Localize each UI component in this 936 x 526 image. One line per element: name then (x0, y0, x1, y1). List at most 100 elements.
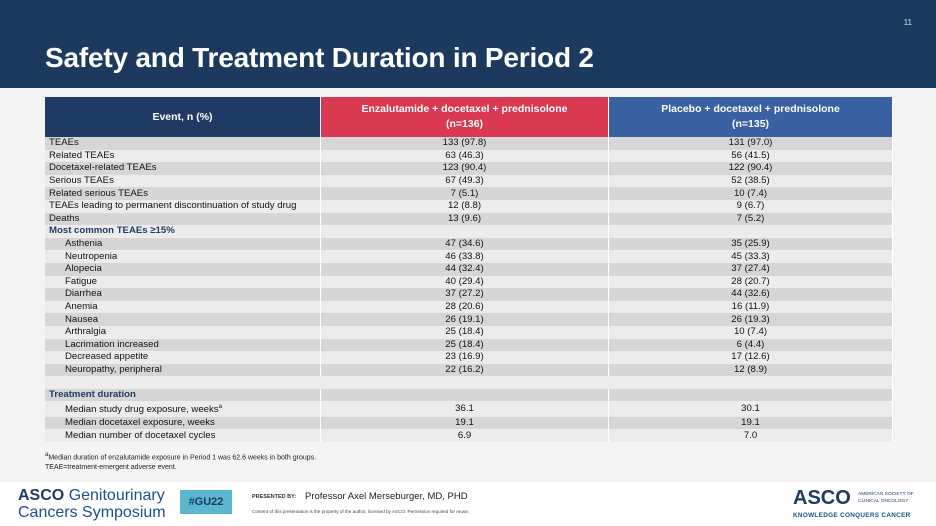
event-label: Related serious TEAEs (45, 187, 321, 200)
table-row: Serious TEAEs 67 (49.3) 52 (38.5) (45, 174, 893, 188)
arm-n: (n=136) (445, 118, 484, 130)
footnotes: aMedian duration of enzalutamide exposur… (45, 451, 316, 472)
value-cell: 122 (90.4) (608, 162, 893, 175)
table-row: Deaths 13 (9.6) 7 (5.2) (45, 212, 893, 226)
slide-title: Safety and Treatment Duration in Period … (45, 42, 594, 73)
hashtag: #GU22 (180, 490, 232, 514)
footnote: TEAE=treatment-emergent adverse event. (45, 463, 177, 471)
header-arm: Placebo + docetaxel + prednisolone (n=135… (608, 97, 893, 137)
section-title: Most common TEAEs ≥15% (45, 225, 321, 238)
tagline: KNOWLEDGE CONQUERS CANCER (793, 512, 911, 519)
value-cell: 7 (5.1) (320, 187, 609, 200)
value-cell: 52 (38.5) (608, 174, 893, 188)
meeting-line: Genitourinary (68, 487, 165, 504)
disclaimer: Content of this presentation is the prop… (252, 509, 470, 514)
value-cell: 19.1 (608, 416, 893, 430)
value-cell: 56 (41.5) (608, 149, 893, 163)
event-label: Median docetaxel exposure, weeks (45, 416, 321, 430)
value-cell: 7.0 (608, 429, 893, 442)
table-row: Treatment duration (45, 388, 893, 402)
value-cell: 26 (19.1) (320, 313, 609, 326)
table-row: Diarrhea 37 (27.2) 44 (32.6) (45, 288, 893, 301)
value-cell: 7 (5.2) (608, 212, 893, 226)
value-cell: 46 (33.8) (320, 250, 609, 263)
table-row: TEAEs leading to permanent discontinuati… (45, 199, 893, 213)
value-cell: 12 (8.9) (608, 363, 893, 377)
table-row (45, 376, 893, 389)
value-cell: 131 (97.0) (608, 137, 893, 150)
footnote: aMedian duration of enzalutamide exposur… (45, 451, 316, 463)
value-cell: 28 (20.6) (320, 300, 609, 314)
event-label: Median number of docetaxel cycles (45, 429, 321, 442)
event-label: Median study drug exposure, weeksa (45, 401, 321, 417)
empty-cell (320, 388, 609, 402)
value-cell: 16 (11.9) (608, 300, 893, 314)
table-row: Neutropenia 46 (33.8) 45 (33.3) (45, 250, 893, 263)
presented-by: PRESENTED BY: (252, 494, 297, 500)
meeting-org: ASCO (18, 487, 65, 504)
spacer-cell (45, 376, 893, 389)
value-cell: 67 (49.3) (320, 174, 609, 188)
event-label: Lacrimation increased (45, 338, 321, 352)
table-header: Event, n (%) Enzalutamide + docetaxel + … (45, 97, 893, 137)
meeting-logo: ASCO Genitourinary (18, 487, 165, 505)
value-cell: 26 (19.3) (608, 313, 893, 326)
event-label: Decreased appetite (45, 351, 321, 364)
arm-name: Enzalutamide + docetaxel + prednisolone (361, 103, 568, 115)
asco-line: AMERICAN SOCIETY OF (858, 492, 914, 497)
arm-name: Placebo + docetaxel + prednisolone (661, 103, 840, 115)
event-label: Neuropathy, peripheral (45, 363, 321, 377)
value-cell: 133 (97.8) (320, 137, 609, 150)
event-label: Related TEAEs (45, 149, 321, 163)
safety-table: Event, n (%) Enzalutamide + docetaxel + … (45, 97, 893, 442)
event-label: TEAEs leading to permanent discontinuati… (45, 199, 321, 213)
footnote-mark: a (45, 452, 49, 458)
table-row: Fatigue 40 (29.4) 28 (20.7) (45, 275, 893, 289)
arm-n: (n=135) (731, 118, 770, 130)
value-cell: 44 (32.4) (320, 262, 609, 276)
empty-cell (608, 388, 893, 402)
event-label: Arthralgia (45, 325, 321, 339)
value-cell: 9 (6.7) (608, 199, 893, 213)
footnote-text: Median duration of enzalutamide exposure… (48, 454, 317, 462)
table-row: Median number of docetaxel cycles 6.9 7.0 (45, 429, 893, 442)
table-row: Most common TEAEs ≥15% (45, 225, 893, 238)
header-arm: Enzalutamide + docetaxel + prednisolone (… (320, 97, 609, 137)
header-row: Event, n (%) Enzalutamide + docetaxel + … (45, 97, 893, 137)
table-row: Anemia 28 (20.6) 16 (11.9) (45, 300, 893, 314)
event-label: Nausea (45, 313, 321, 326)
table-row: Related serious TEAEs 7 (5.1) 10 (7.4) (45, 187, 893, 200)
event-label: Diarrhea (45, 288, 321, 301)
title-bar: 11 Safety and Treatment Duration in Peri… (0, 0, 936, 88)
meeting-line: Cancers Symposium (18, 504, 166, 521)
table-row: Asthenia 47 (34.6) 35 (25.9) (45, 237, 893, 251)
event-label: Serious TEAEs (45, 174, 321, 188)
asco-logo: ASCO (793, 487, 851, 509)
empty-cell (608, 225, 893, 238)
value-cell: 36.1 (320, 401, 609, 417)
table-row: Lacrimation increased 25 (18.4) 6 (4.4) (45, 338, 893, 352)
value-cell: 123 (90.4) (320, 162, 609, 175)
value-cell: 17 (12.6) (608, 351, 893, 364)
value-cell: 19.1 (320, 416, 609, 430)
value-cell: 10 (7.4) (608, 325, 893, 339)
event-label: Anemia (45, 300, 321, 314)
event-label: Alopecia (45, 262, 321, 276)
value-cell: 44 (32.6) (608, 288, 893, 301)
value-cell: 37 (27.4) (608, 262, 893, 276)
table-row: Docetaxel-related TEAEs 123 (90.4) 122 (90… (45, 162, 893, 175)
value-cell: 25 (18.4) (320, 325, 609, 339)
value-cell: 28 (20.7) (608, 275, 893, 289)
empty-cell (320, 225, 609, 238)
table-row: Alopecia 44 (32.4) 37 (27.4) (45, 262, 893, 276)
event-label: Asthenia (45, 237, 321, 251)
table-row: Neuropathy, peripheral 22 (16.2) 12 (8.9) (45, 363, 893, 377)
value-cell: 12 (8.8) (320, 199, 609, 213)
value-cell: 37 (27.2) (320, 288, 609, 301)
value-cell: 40 (29.4) (320, 275, 609, 289)
value-cell: 22 (16.2) (320, 363, 609, 377)
value-cell: 30.1 (608, 401, 893, 417)
value-cell: 63 (46.3) (320, 149, 609, 163)
slide-number: 11 (903, 18, 912, 27)
